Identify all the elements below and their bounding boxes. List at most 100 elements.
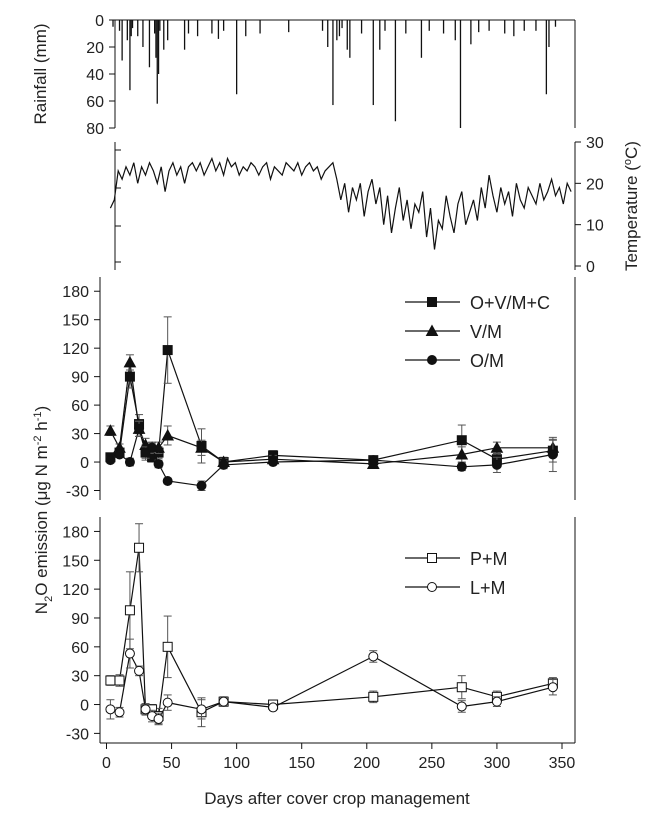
- rainfall-tick-label: 20: [86, 40, 104, 57]
- x-tick-label: 0: [102, 755, 111, 772]
- n2o-tick-label: 60: [71, 640, 89, 657]
- data-point: [456, 682, 467, 693]
- data-point: [105, 704, 116, 715]
- legend-marker: [427, 355, 437, 365]
- n2o-tick-label: 150: [62, 313, 89, 330]
- data-point: [218, 696, 229, 707]
- data-point: [123, 355, 137, 368]
- x-tick-label: 100: [223, 755, 250, 772]
- series-line: [109, 362, 553, 465]
- rainfall-tick-label: 60: [86, 94, 104, 111]
- data-point: [114, 707, 125, 718]
- data-point: [491, 459, 502, 470]
- data-point: [368, 651, 379, 662]
- legend-label: O/M: [470, 351, 504, 371]
- rainfall-tick-label: 0: [95, 13, 104, 30]
- n2o-lower-panel: -30 0 30 60 90 120 150 180 0 50 100 150 200 250 300 35…: [62, 517, 576, 772]
- temperature-axis-label: Temperature (oC): [622, 141, 641, 271]
- legend-marker: [427, 553, 437, 563]
- legend-marker: [427, 582, 437, 592]
- x-tick-label: 300: [484, 755, 511, 772]
- data-point: [134, 423, 145, 434]
- data-point: [162, 476, 173, 487]
- n2o-tick-label: 90: [71, 370, 89, 387]
- n2o-tick-label: 60: [71, 398, 89, 415]
- data-point: [196, 704, 207, 715]
- data-point: [104, 424, 117, 436]
- data-point: [140, 704, 151, 715]
- data-point: [147, 442, 158, 453]
- data-point: [368, 691, 379, 702]
- legend-label: P+M: [470, 549, 508, 569]
- data-point: [134, 542, 145, 553]
- x-axis-label: Days after cover crop management: [204, 789, 470, 808]
- data-point: [218, 459, 229, 470]
- n2o-tick-label: 120: [62, 341, 89, 358]
- data-point: [153, 458, 164, 469]
- data-point: [268, 702, 279, 713]
- rainfall-axis-label: Rainfall (mm): [31, 23, 50, 124]
- n2o-tick-label: -30: [66, 484, 89, 501]
- legend-label: L+M: [470, 578, 506, 598]
- rainfall-panel: 0 20 40 60 80: [86, 13, 576, 138]
- data-point: [455, 447, 469, 460]
- x-tick-label: 150: [288, 755, 315, 772]
- data-point: [268, 457, 279, 468]
- x-tick-label: 200: [353, 755, 380, 772]
- x-tick-label: 250: [418, 755, 445, 772]
- n2o-tick-label: -30: [66, 726, 89, 743]
- n2o-tick-label: 0: [80, 698, 89, 715]
- x-tick-label: 350: [549, 755, 576, 772]
- data-point: [114, 675, 125, 686]
- data-point: [124, 605, 135, 616]
- data-point: [368, 455, 379, 466]
- data-point: [124, 371, 135, 382]
- data-point: [105, 675, 116, 686]
- data-point: [153, 713, 164, 724]
- n2o-upper-panel: -30 0 30 60 90 120 150 180 O+V/M+C V/M O/M: [62, 277, 576, 501]
- temperature-tick-label: 10: [586, 218, 604, 235]
- data-point: [195, 441, 208, 453]
- n2o-tick-label: 90: [71, 611, 89, 628]
- data-point: [491, 696, 502, 707]
- n2o-tick-label: 180: [62, 284, 89, 301]
- rainfall-tick-label: 80: [86, 121, 104, 138]
- data-point: [162, 345, 173, 356]
- data-point: [456, 461, 467, 472]
- rainfall-tick-label: 40: [86, 67, 104, 84]
- data-point: [124, 457, 135, 468]
- legend-marker: [427, 297, 437, 307]
- n2o-tick-label: 30: [71, 669, 89, 686]
- temperature-line: [109, 156, 572, 250]
- data-point: [134, 665, 145, 676]
- data-point: [124, 648, 135, 659]
- legend-label: V/M: [470, 322, 502, 342]
- x-tick-label: 50: [163, 755, 181, 772]
- temperature-tick-label: 0: [586, 259, 595, 276]
- data-point: [547, 682, 558, 693]
- data-point: [161, 428, 175, 441]
- temperature-panel: 0 10 20 30: [109, 135, 604, 276]
- data-point: [162, 697, 173, 708]
- n2o-tick-label: 30: [71, 427, 89, 444]
- temperature-tick-label: 20: [586, 176, 604, 193]
- data-point: [114, 449, 125, 460]
- data-point: [456, 701, 467, 712]
- data-point: [456, 435, 467, 446]
- n2o-tick-label: 150: [62, 553, 89, 570]
- n2o-tick-label: 120: [62, 582, 89, 599]
- temperature-tick-label: 30: [586, 135, 604, 152]
- legend-marker: [425, 324, 439, 336]
- data-point: [547, 449, 558, 460]
- series-line: [110, 547, 554, 718]
- data-point: [162, 641, 173, 652]
- legend-label: O+V/M+C: [470, 293, 550, 313]
- data-point: [196, 480, 207, 491]
- n2o-tick-label: 180: [62, 524, 89, 541]
- n2o-tick-label: 0: [80, 455, 89, 472]
- series-line: [110, 426, 554, 487]
- data-point: [490, 441, 504, 453]
- n2o-axis-label: N2O emission (μg N m-2 h-1): [32, 406, 55, 614]
